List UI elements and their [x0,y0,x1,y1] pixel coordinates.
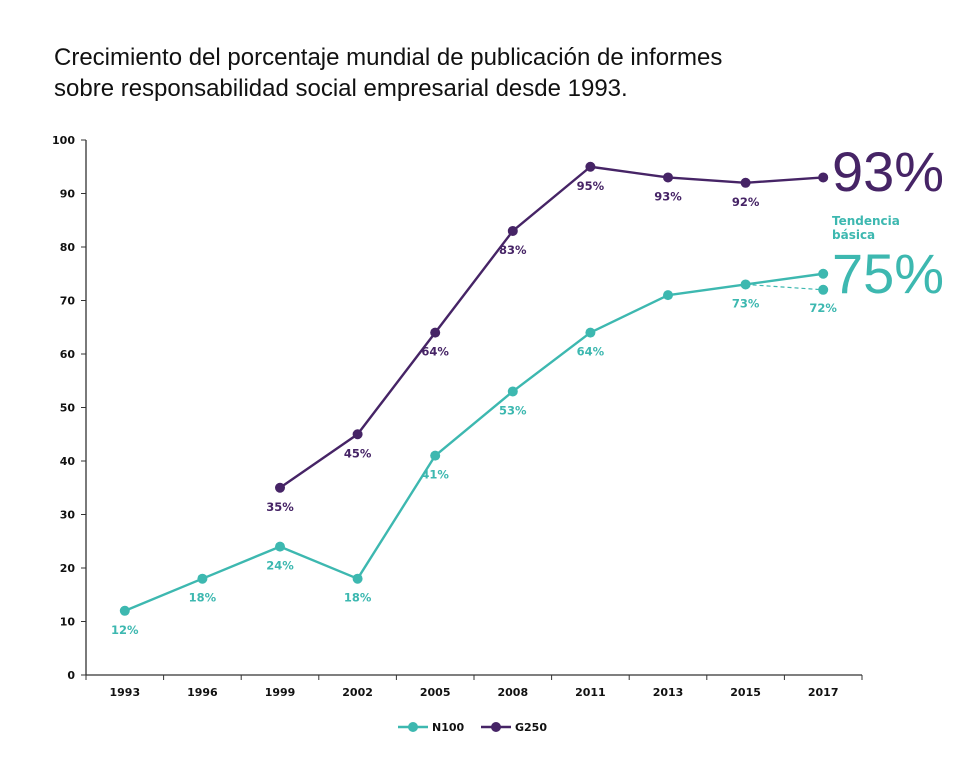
data-labels-layer: 12% 18% 24% 18% 41% 53% 64% 73% 35% 45% 64% 83% 95% 9… [111,179,837,637]
n100-data-point [430,450,441,461]
legend-label: G250 [515,721,547,734]
trend-data-label: 72% [809,301,837,315]
x-tick-label: 2017 [808,686,839,699]
n100-data-label: 24% [266,559,294,573]
n100-data-label: 18% [344,591,372,605]
n100-data-point [197,573,208,584]
g250-data-label: 35% [266,500,294,514]
trend-note-line-2: básica [832,228,875,242]
g250-data-point [430,327,441,338]
y-tick-label: 90 [60,188,76,201]
x-tick-label: 1996 [187,686,218,699]
x-tick-label: 2002 [342,686,373,699]
trend-note-line-1: Tendencia [832,214,900,228]
y-tick-label: 80 [60,241,76,254]
g250-data-point [663,172,673,183]
n100-data-point [818,268,829,279]
y-tick-label: 30 [60,509,76,522]
n100-data-point [663,290,673,301]
y-tick-label: 50 [60,402,76,415]
chart-title: Crecimiento del porcentaje mundial de pu… [54,42,854,104]
n100-series-line [124,272,824,612]
y-tick-label: 0 [67,669,75,682]
g250-data-point [507,225,518,236]
x-tick-label: 2013 [653,686,684,699]
n100-final-value-annotation: 75% [832,242,944,305]
g250-data-point [275,482,285,493]
n100-data-point [275,541,285,552]
g250-data-label: 64% [421,345,449,359]
g250-data-label: 93% [654,189,682,203]
y-tick-label: 40 [60,455,76,468]
y-tick-label: 20 [60,562,76,575]
legend: N100 G250 [398,721,547,734]
n100-data-label: 73% [732,296,760,310]
g250-series-line [279,165,824,489]
series-layer [119,161,829,616]
chart-title-line-1: Crecimiento del porcentaje mundial de pu… [54,44,723,71]
g250-data-label: 92% [732,195,760,209]
x-tick-label: 1999 [265,686,296,699]
legend-dot-marker [491,722,501,732]
n100-data-label: 41% [421,468,449,482]
n100-data-label: 64% [577,345,605,359]
g250-data-label: 95% [577,179,605,193]
n100-data-point [585,327,596,338]
x-tick-label: 2015 [730,686,761,699]
n100-data-label: 12% [111,623,139,637]
g250-data-label: 45% [344,446,372,460]
g250-final-value-annotation: 93% [832,140,944,203]
x-tick-label: 2008 [497,686,528,699]
n100-data-point [352,573,363,584]
trend-point [818,284,829,295]
annotations-layer: 93% Tendencia básica 75% [832,140,944,305]
y-tick-label: 60 [60,348,76,361]
axes: 0 10 20 30 40 50 60 70 80 90 100 1993 1996 1999 2002 20… [52,134,863,699]
legend-item-n100: N100 [398,721,465,734]
g250-data-label: 83% [499,243,527,257]
n100-data-point [119,605,130,616]
x-tick-label: 2005 [420,686,451,699]
n100-data-point [507,386,518,397]
chart-title-line-2: sobre responsabilidad social empresarial… [54,75,628,102]
g250-data-point [818,172,829,183]
g250-data-point [740,177,751,188]
trend-dashed-line [745,283,824,291]
x-tick-label: 2011 [575,686,606,699]
g250-data-point [585,161,596,172]
y-tick-label: 10 [60,616,76,629]
n100-data-label: 53% [499,403,527,417]
x-tick-label: 1993 [109,686,140,699]
legend-label: N100 [432,721,465,734]
y-tick-label: 100 [52,134,75,147]
legend-item-g250: G250 [481,721,547,734]
g250-data-point [352,429,363,440]
legend-dot-marker [408,722,418,732]
y-tick-label: 70 [60,295,76,308]
n100-data-label: 18% [189,591,217,605]
